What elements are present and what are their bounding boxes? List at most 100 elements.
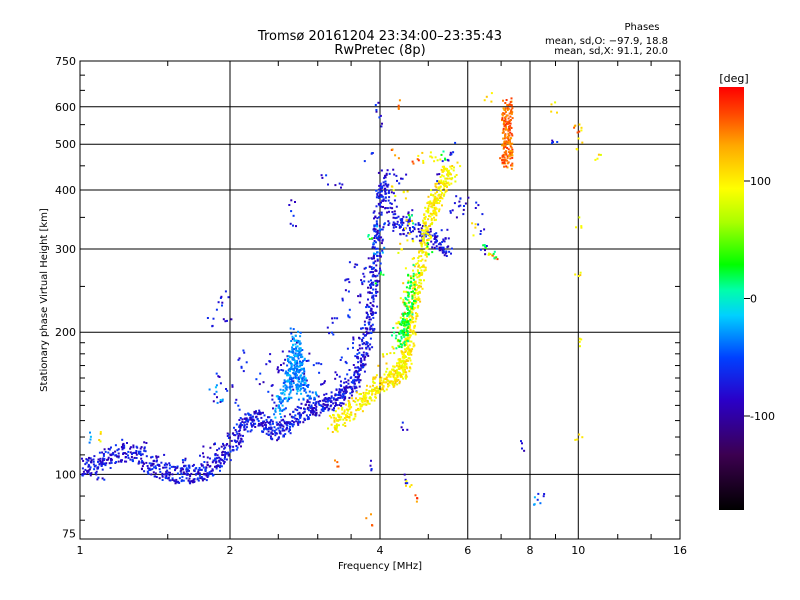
echo-point [422, 161, 425, 164]
echo-point [244, 428, 247, 431]
echo-point [341, 299, 344, 302]
echo-point [301, 377, 304, 380]
echo-point [348, 402, 350, 405]
echo-point [238, 432, 241, 435]
echo-point [121, 448, 124, 451]
echo-point [258, 422, 260, 425]
echo-point [338, 388, 341, 391]
echo-point [288, 368, 291, 371]
echo-point [267, 428, 269, 431]
echo-point [264, 421, 267, 424]
echo-point [110, 446, 112, 449]
echo-point [309, 397, 312, 400]
echo-point [200, 476, 203, 478]
echo-point [450, 182, 453, 185]
echo-point [427, 239, 430, 241]
echo-point [459, 165, 462, 168]
echo-point [288, 361, 291, 364]
echo-point [227, 451, 230, 454]
echo-point [203, 461, 206, 463]
echo-point [376, 217, 379, 220]
echo-point [403, 317, 405, 320]
echo-point [448, 172, 451, 174]
echo-point [381, 228, 384, 231]
colorbar-tick-label: 100 [750, 175, 771, 188]
echo-point [235, 423, 238, 426]
echo-point [180, 480, 183, 483]
echo-point [367, 257, 370, 260]
echo-point [129, 446, 132, 449]
echo-point [421, 151, 424, 154]
echo-point [268, 426, 271, 429]
echo-point [416, 158, 419, 161]
echo-point [435, 201, 438, 204]
echo-point [381, 386, 384, 389]
echo-point [464, 202, 467, 205]
echo-point [362, 272, 365, 275]
echo-point [89, 457, 92, 460]
echo-point [410, 314, 413, 317]
echo-point [396, 374, 399, 377]
echo-point [409, 287, 411, 290]
echo-point [393, 210, 396, 213]
echo-point [533, 496, 536, 499]
echo-point [287, 399, 290, 402]
echo-point [394, 337, 397, 340]
echo-point [314, 414, 317, 416]
echo-point [393, 331, 396, 334]
echo-point [400, 321, 403, 324]
echo-point [237, 442, 240, 445]
echo-point [284, 433, 287, 436]
echo-point [297, 412, 300, 415]
echo-point [353, 374, 356, 377]
echo-point [423, 213, 426, 216]
echo-point [219, 466, 221, 469]
echo-point [358, 393, 361, 396]
echo-point [408, 349, 411, 352]
echo-point [424, 215, 427, 218]
echo-point [484, 253, 487, 256]
echo-point [181, 475, 184, 478]
echo-point [398, 363, 401, 366]
echo-point [294, 375, 297, 378]
echo-point [292, 328, 295, 331]
echo-point [388, 172, 391, 175]
echo-point [274, 431, 277, 434]
echo-point [101, 477, 104, 480]
echo-point [389, 373, 392, 376]
echo-point [344, 395, 347, 398]
echo-point [434, 182, 437, 185]
echo-point [402, 301, 405, 304]
echo-point [342, 394, 345, 397]
echo-point [437, 186, 440, 189]
echo-point [132, 452, 135, 454]
echo-point [459, 197, 462, 200]
echo-point [358, 301, 361, 304]
echo-point [407, 281, 410, 284]
echo-point [542, 495, 545, 498]
echo-point [86, 471, 89, 474]
echo-point [275, 432, 278, 435]
echo-point [220, 295, 223, 298]
echo-point [263, 428, 265, 431]
echo-point [479, 230, 482, 233]
echo-point [382, 385, 385, 388]
echo-point [313, 398, 316, 401]
echo-point [405, 216, 408, 219]
echo-point [315, 362, 318, 365]
echo-point [444, 191, 447, 194]
echo-point [333, 426, 336, 429]
echo-point [89, 431, 91, 434]
echo-point [504, 128, 507, 131]
echo-point [281, 409, 284, 412]
echo-point [376, 305, 379, 308]
echo-point [289, 222, 292, 225]
echo-point [506, 114, 508, 117]
echo-point [333, 416, 336, 419]
echo-point [579, 271, 582, 274]
echo-point [432, 243, 435, 246]
echo-point [221, 304, 223, 307]
echo-point [579, 345, 581, 348]
echo-point [392, 384, 395, 387]
echo-point [292, 410, 295, 413]
